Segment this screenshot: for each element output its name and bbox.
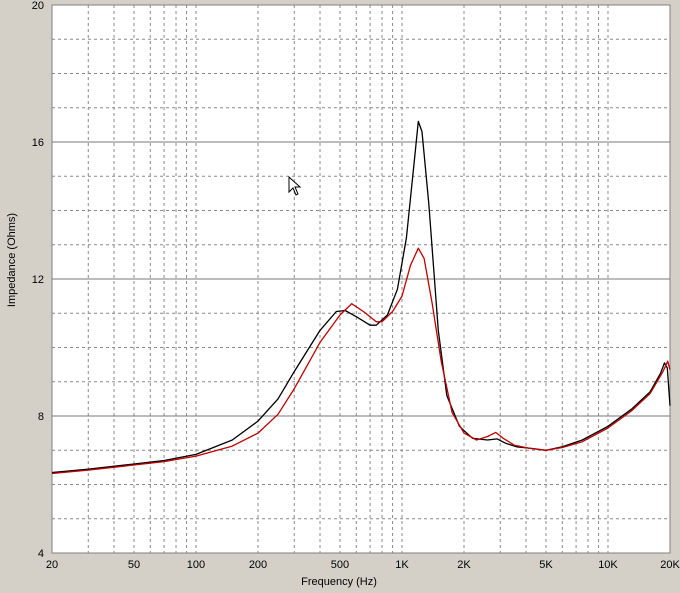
grid bbox=[52, 5, 670, 553]
y-tick-label: 20 bbox=[32, 0, 44, 12]
series-line-1 bbox=[51, 120, 671, 474]
x-tick-label: 2K bbox=[457, 559, 471, 571]
y-tick-label: 12 bbox=[32, 274, 44, 286]
x-tick-label: 5K bbox=[539, 559, 553, 571]
x-tick-label: 100 bbox=[187, 559, 205, 571]
y-tick-label: 16 bbox=[32, 137, 44, 149]
x-tick-label: 500 bbox=[331, 559, 349, 571]
y-tick-label: 8 bbox=[38, 411, 44, 423]
mouse-pointer-icon bbox=[288, 176, 302, 196]
y-tick-label: 4 bbox=[38, 548, 44, 560]
x-tick-label: 20 bbox=[46, 559, 58, 571]
y-tick-labels: 4 8 12 16 20 bbox=[32, 0, 44, 560]
x-tick-label: 1K bbox=[395, 559, 409, 571]
x-tick-label: 10K bbox=[598, 559, 618, 571]
x-tick-label: 20K bbox=[660, 559, 680, 571]
y-axis-label: Impedance (Ohms) bbox=[6, 213, 18, 307]
series-layer bbox=[51, 120, 671, 475]
series-line-2 bbox=[51, 247, 671, 475]
x-tick-label: 200 bbox=[249, 559, 267, 571]
x-tick-label: 50 bbox=[128, 559, 140, 571]
x-axis-label: Frequency (Hz) bbox=[301, 576, 377, 588]
x-tick-labels: 20 50 100 200 500 1K 2K 5K 10K 20K bbox=[46, 559, 680, 571]
